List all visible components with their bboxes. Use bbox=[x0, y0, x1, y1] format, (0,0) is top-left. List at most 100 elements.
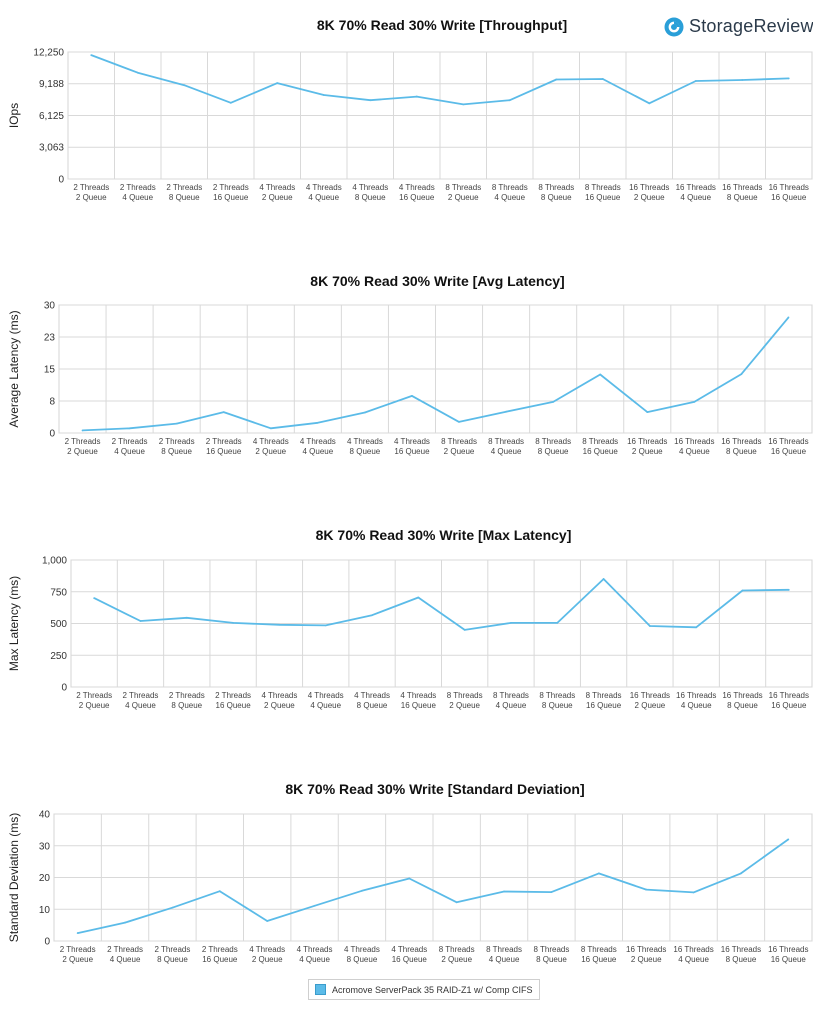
x-tick-label: 2 Threads 8 Queue bbox=[159, 437, 195, 456]
data-point bbox=[552, 400, 555, 403]
x-tick-label: 16 Threads 16 Queue bbox=[768, 437, 808, 456]
y-tick-label: 12,250 bbox=[33, 48, 64, 59]
data-point bbox=[787, 316, 790, 319]
x-tick-label: 16 Threads 4 Queue bbox=[673, 945, 713, 964]
storagereview-logo-icon bbox=[664, 17, 684, 36]
data-point bbox=[741, 589, 744, 592]
x-tick-label: 2 Threads 2 Queue bbox=[65, 437, 101, 456]
data-point bbox=[229, 101, 232, 104]
y-tick-label: 10 bbox=[39, 905, 51, 916]
y-tick-label: 0 bbox=[44, 937, 50, 948]
x-tick-label: 16 Threads 8 Queue bbox=[722, 691, 762, 710]
data-point bbox=[455, 901, 458, 904]
x-tick-label: 16 Threads 16 Queue bbox=[769, 183, 809, 202]
data-point bbox=[139, 620, 142, 622]
y-tick-label: 750 bbox=[50, 587, 67, 598]
x-tick-label: 4 Threads 8 Queue bbox=[347, 437, 383, 456]
data-point bbox=[278, 623, 281, 626]
data-point bbox=[322, 94, 325, 96]
data-point bbox=[408, 877, 411, 880]
data-point bbox=[693, 400, 696, 403]
x-tick-label: 8 Threads 16 Queue bbox=[581, 945, 617, 964]
data-point bbox=[740, 373, 743, 376]
x-tick-label: 4 Threads 16 Queue bbox=[391, 945, 427, 964]
data-point bbox=[371, 614, 373, 617]
y-tick-label: 6,125 bbox=[39, 111, 64, 122]
x-tick-label: 8 Threads 8 Queue bbox=[535, 437, 571, 456]
x-tick-label: 2 Threads 16 Queue bbox=[215, 691, 251, 710]
data-point bbox=[93, 597, 96, 599]
y-tick-label: 0 bbox=[58, 175, 64, 186]
data-point bbox=[128, 427, 131, 430]
data-point bbox=[411, 394, 413, 397]
x-tick-label: 2 Threads 2 Queue bbox=[73, 183, 109, 202]
x-tick-label: 16 Threads 16 Queue bbox=[768, 945, 808, 964]
data-point bbox=[183, 84, 186, 87]
x-tick-label: 2 Threads 2 Queue bbox=[60, 945, 96, 964]
x-tick-label: 4 Threads 4 Queue bbox=[297, 945, 333, 964]
x-tick-label: 4 Threads 16 Queue bbox=[399, 183, 435, 202]
x-tick-label: 16 Threads 4 Queue bbox=[674, 437, 714, 456]
x-tick-label: 4 Threads 8 Queue bbox=[354, 691, 390, 710]
x-tick-label: 4 Threads 8 Queue bbox=[344, 945, 380, 964]
data-point bbox=[171, 906, 174, 909]
data-point bbox=[462, 103, 465, 106]
y-tick-label: 500 bbox=[50, 619, 67, 630]
data-point bbox=[505, 410, 507, 413]
x-tick-label: 2 Threads 8 Queue bbox=[169, 691, 205, 710]
data-point bbox=[463, 628, 466, 631]
data-point bbox=[503, 890, 505, 893]
data-point bbox=[415, 95, 418, 98]
y-tick-label: 30 bbox=[39, 841, 51, 852]
x-tick-label: 8 Threads 16 Queue bbox=[585, 183, 621, 202]
y-tick-label: 1,000 bbox=[42, 556, 67, 567]
data-point bbox=[692, 891, 695, 894]
x-tick-label: 8 Threads 16 Queue bbox=[582, 437, 618, 456]
y-tick-label: 9,188 bbox=[39, 79, 64, 90]
x-tick-label: 8 Threads 4 Queue bbox=[493, 691, 529, 710]
data-point bbox=[232, 621, 234, 624]
data-point bbox=[218, 890, 221, 893]
data-point bbox=[597, 872, 600, 875]
data-point bbox=[510, 621, 512, 624]
data-point bbox=[269, 427, 272, 430]
x-tick-label: 16 Threads 8 Queue bbox=[721, 437, 761, 456]
data-point bbox=[136, 71, 139, 74]
data-point bbox=[787, 77, 790, 80]
x-tick-label: 4 Threads 2 Queue bbox=[259, 183, 295, 202]
y-tick-label: 20 bbox=[39, 873, 51, 884]
data-point bbox=[556, 621, 559, 624]
data-point bbox=[787, 588, 790, 591]
chart-title: 8K 70% Read 30% Write [Throughput] bbox=[317, 17, 567, 33]
chart-title: 8K 70% Read 30% Write [Avg Latency] bbox=[310, 273, 564, 289]
data-point bbox=[508, 99, 511, 102]
y-tick-label: 23 bbox=[44, 333, 56, 344]
y-axis-label: Average Latency (ms) bbox=[7, 310, 21, 427]
x-tick-label: 16 Threads 8 Queue bbox=[721, 945, 761, 964]
x-tick-label: 8 Threads 8 Queue bbox=[539, 691, 575, 710]
x-tick-label: 2 Threads 4 Queue bbox=[120, 183, 156, 202]
chart-title: 8K 70% Read 30% Write [Max Latency] bbox=[316, 527, 572, 543]
data-point bbox=[649, 625, 651, 627]
y-axis-label: IOps bbox=[7, 103, 21, 128]
x-tick-label: 4 Threads 4 Queue bbox=[300, 437, 336, 456]
y-axis-label: Max Latency (ms) bbox=[7, 576, 21, 671]
x-tick-label: 16 Threads 4 Queue bbox=[676, 183, 716, 202]
x-tick-label: 8 Threads 4 Queue bbox=[488, 437, 524, 456]
data-point bbox=[645, 888, 648, 891]
data-point bbox=[550, 891, 553, 894]
data-point bbox=[740, 872, 742, 875]
data-point bbox=[316, 421, 319, 424]
y-tick-label: 0 bbox=[49, 429, 55, 440]
y-tick-label: 8 bbox=[49, 397, 55, 408]
x-tick-label: 4 Threads 16 Queue bbox=[394, 437, 430, 456]
x-tick-label: 16 Threads 4 Queue bbox=[676, 691, 716, 710]
y-tick-label: 3,063 bbox=[39, 143, 64, 154]
x-tick-label: 8 Threads 2 Queue bbox=[439, 945, 475, 964]
x-tick-label: 4 Threads 2 Queue bbox=[249, 945, 285, 964]
x-tick-label: 2 Threads 4 Queue bbox=[123, 691, 159, 710]
chart-legend: Acromove ServerPack 35 RAID-Z1 w/ Comp C… bbox=[308, 979, 540, 1000]
x-tick-label: 2 Threads 8 Queue bbox=[155, 945, 191, 964]
x-tick-label: 8 Threads 8 Queue bbox=[538, 183, 574, 202]
